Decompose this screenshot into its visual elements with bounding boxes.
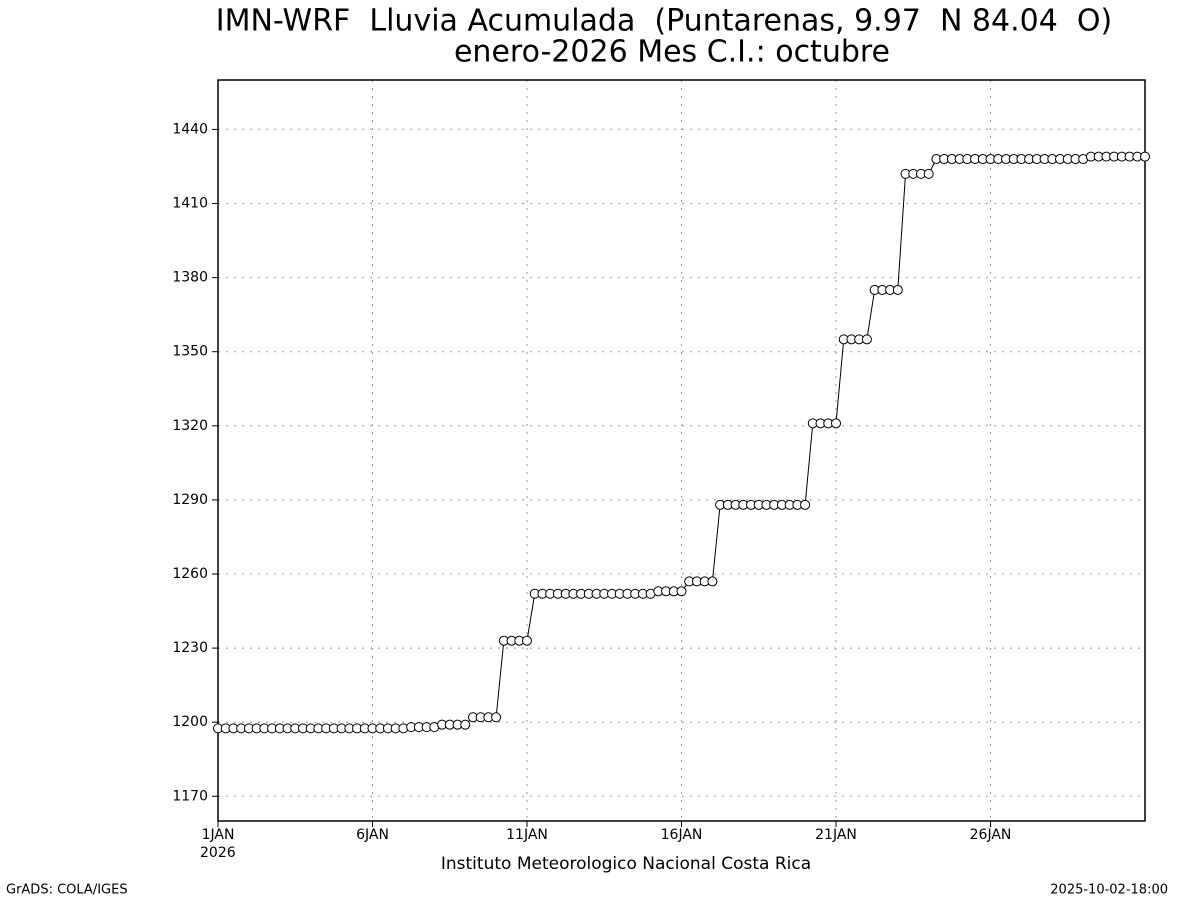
y-tick-label: 1380 bbox=[172, 270, 208, 286]
data-point bbox=[522, 635, 532, 646]
y-tick-label: 1320 bbox=[172, 418, 208, 434]
data-point bbox=[676, 586, 687, 597]
data-point bbox=[831, 418, 841, 429]
x-tick-label: 1JAN bbox=[202, 827, 235, 843]
data-point bbox=[460, 719, 471, 730]
footer-left: GrADS: COLA/IGES bbox=[6, 883, 128, 898]
data-point bbox=[491, 712, 502, 723]
x-axis-label: Instituto Meteorologico Nacional Costa R… bbox=[441, 854, 811, 874]
x-tick-label: 6JAN bbox=[356, 827, 389, 843]
y-tick-label: 1170 bbox=[172, 788, 208, 804]
series-line bbox=[218, 156, 1145, 729]
data-point bbox=[923, 168, 934, 179]
chart-title: IMN-WRF Lluvia Acumulada (Puntarenas, 9.… bbox=[216, 4, 1112, 39]
footer-right: 2025-10-02-18:00 bbox=[1050, 883, 1168, 898]
data-point bbox=[892, 284, 903, 295]
y-tick-label: 1290 bbox=[172, 492, 208, 508]
y-tick-label: 1410 bbox=[172, 196, 208, 212]
data-point bbox=[1140, 151, 1150, 162]
x-tick-label: 26JAN bbox=[970, 827, 1012, 843]
y-tick-label: 1200 bbox=[172, 714, 208, 730]
x-tick-label: 16JAN bbox=[661, 827, 703, 843]
y-tick-label: 1350 bbox=[172, 344, 208, 360]
chart-subtitle: enero-2026 Mes C.I.: octubre bbox=[454, 35, 890, 70]
x-tick-label: 11JAN bbox=[506, 827, 548, 843]
data-point bbox=[707, 576, 718, 587]
x-year-label: 2026 bbox=[200, 845, 236, 861]
data-point bbox=[800, 499, 811, 510]
x-tick-label: 21JAN bbox=[815, 827, 857, 843]
y-tick-label: 1260 bbox=[172, 566, 208, 582]
y-tick-label: 1440 bbox=[172, 121, 208, 137]
data-point bbox=[861, 334, 872, 345]
y-tick-label: 1230 bbox=[172, 640, 208, 656]
plot-frame bbox=[217, 79, 1146, 822]
